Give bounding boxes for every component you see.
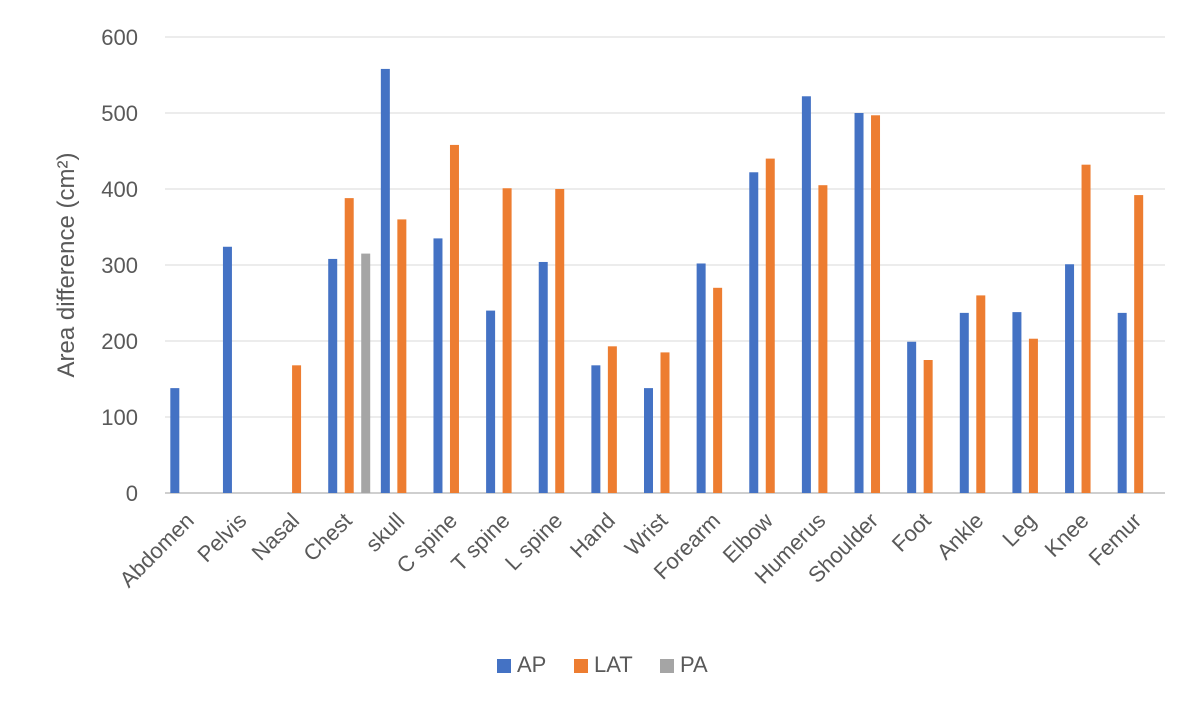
x-category-label: Foot — [887, 508, 936, 557]
bar-lat-t-spine — [502, 188, 512, 494]
x-category-label: Nasal — [247, 508, 304, 565]
bar-ap-hand — [591, 365, 601, 493]
legend-label-lat: LAT — [594, 652, 633, 677]
legend-label-pa: PA — [680, 652, 708, 677]
legend-swatch-pa — [660, 659, 674, 673]
bar-ap-humerus — [801, 96, 811, 493]
y-tick-label: 0 — [126, 481, 138, 506]
bar-ap-l-spine — [538, 261, 548, 493]
x-category-label: Chest — [298, 508, 356, 566]
bar-lat-leg — [1028, 338, 1038, 493]
bar-lat-elbow — [765, 158, 775, 493]
bar-ap-chest — [328, 258, 338, 493]
bar-lat-c-spine — [449, 144, 459, 494]
bar-ap-shoulder — [854, 113, 864, 493]
bar-lat-wrist — [660, 352, 670, 493]
bar-lat-skull — [397, 219, 407, 493]
bar-ap-c-spine — [433, 238, 443, 493]
bar-ap-leg — [1012, 312, 1022, 493]
bar-lat-knee — [1081, 164, 1091, 493]
y-axis-title: Area difference (cm²) — [53, 153, 80, 378]
bar-lat-hand — [607, 346, 617, 493]
x-category-label: L spine — [500, 508, 567, 575]
bar-pa-chest — [361, 253, 371, 493]
bar-lat-foot — [923, 360, 933, 493]
x-category-label: Abdomen — [115, 508, 199, 592]
x-category-label: Ankle — [932, 508, 989, 565]
x-category-label: Leg — [997, 508, 1041, 552]
legend-swatch-lat — [574, 659, 588, 673]
bar-lat-l-spine — [555, 189, 565, 493]
bars — [170, 68, 1144, 494]
legend: AP LAT PA — [497, 652, 708, 677]
legend-swatch-ap — [497, 659, 511, 673]
y-tick-label: 100 — [101, 405, 138, 430]
bar-ap-wrist — [644, 388, 653, 493]
x-category-label: Hand — [565, 508, 620, 563]
bar-ap-skull — [380, 68, 390, 494]
bar-ap-t-spine — [486, 310, 496, 493]
y-tick-label: 400 — [101, 177, 138, 202]
legend-label-ap: AP — [517, 652, 546, 677]
bar-ap-foot — [907, 341, 917, 493]
bar-ap-pelvis — [222, 246, 232, 493]
bar-lat-femur — [1134, 195, 1144, 493]
bar-lat-chest — [344, 198, 354, 493]
x-category-label: Femur — [1084, 508, 1147, 571]
y-tick-label: 500 — [101, 101, 138, 126]
bar-lat-ankle — [976, 295, 986, 493]
bar-ap-knee — [1065, 264, 1075, 493]
bar-ap-femur — [1117, 312, 1127, 493]
bar-ap-forearm — [696, 263, 706, 493]
y-tick-label: 300 — [101, 253, 138, 278]
bar-ap-abdomen — [170, 388, 180, 493]
bar-ap-ankle — [959, 312, 969, 493]
bar-ap-elbow — [749, 172, 759, 493]
y-tick-label: 200 — [101, 329, 138, 354]
y-tick-label: 600 — [101, 25, 138, 50]
y-axis-ticks: 0 100 200 300 400 500 600 — [101, 25, 138, 506]
x-category-label: Pelvis — [192, 508, 251, 567]
bar-lat-humerus — [818, 185, 828, 493]
bar-lat-nasal — [292, 365, 302, 493]
x-category-label: T spine — [446, 508, 514, 576]
bar-lat-shoulder — [871, 115, 881, 493]
bar-lat-forearm — [713, 287, 723, 493]
